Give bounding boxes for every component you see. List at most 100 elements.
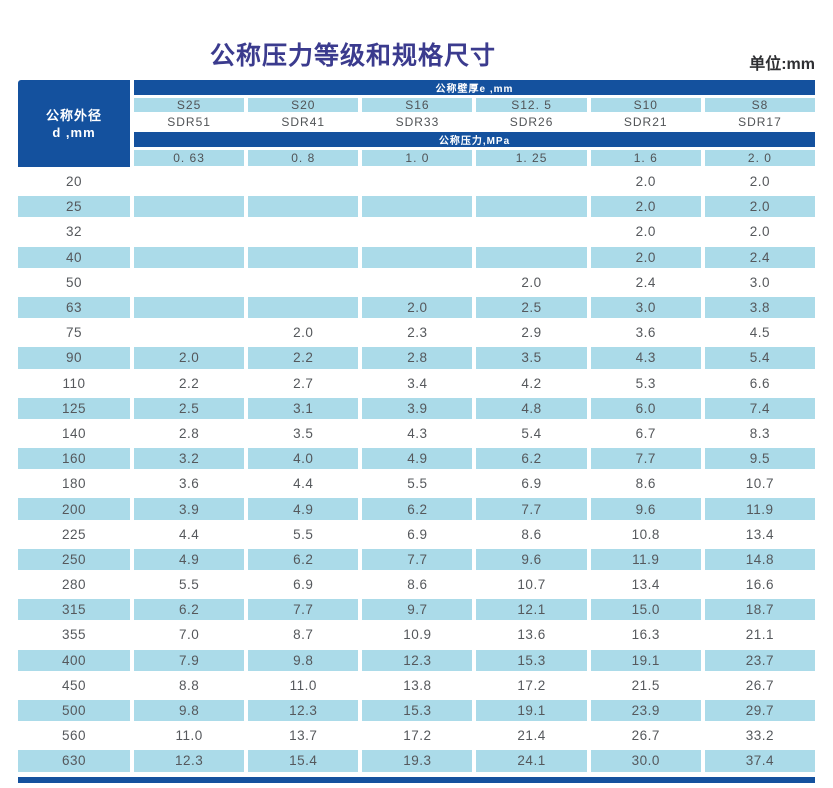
wall-thickness-value: 8.7 [293,627,314,643]
table-row: 40 2.0 2.4 [18,245,815,270]
table-row: 280 5.5 6.9 8.6 10.7 13.4 16.6 [18,572,815,597]
wall-thickness-value [134,246,245,268]
wall-thickness-value: 21.1 [745,627,775,643]
table-row: 25 2.0 2.0 [18,194,815,219]
wall-thickness-value: 3.0 [590,296,701,319]
wall-thickness-value: 11.0 [289,677,317,693]
wall-thickness-value [248,196,359,218]
sdr-label: SDR51 [134,112,245,132]
wall-thickness-value: 13.6 [517,627,546,643]
wall-thickness-value [362,221,472,242]
wall-thickness-value: 3.5 [476,347,587,369]
wall-thickness-value: 4.3 [407,425,428,441]
diameter-label: 110 [62,375,86,391]
wall-thickness-value [476,246,587,268]
wall-thickness-value: 29.7 [704,699,815,722]
wall-thickness-value: 2.5 [476,296,587,319]
table-row: 450 8.8 11.0 13.8 17.2 21.5 26.7 [18,673,815,698]
wall-thickness-value: 2.0 [704,196,815,218]
wall-thickness-value: 16.6 [745,577,775,593]
wall-thickness-value: 4.4 [178,526,200,542]
wall-thickness-value: 8.6 [635,476,656,492]
wall-thickness-value: 15.3 [476,649,587,671]
pressure-values-row: 0. 63 0. 8 1. 0 1. 25 1. 6 2. 0 [134,150,815,166]
wall-thickness-value: 9.5 [704,448,815,470]
wall-thickness-value: 11.9 [590,548,701,570]
wall-thickness-value: 3.2 [134,448,245,470]
pressure-value: 0. 63 [134,150,245,166]
row-header-cell: 公称外径 d ,mm [18,80,130,167]
wall-thickness-value: 2.0 [749,174,771,190]
wall-thickness-value: 9.6 [590,498,701,520]
diameter-label: 630 [18,750,130,772]
wall-thickness-value: 3.8 [704,296,815,319]
wall-thickness-value: 9.8 [248,649,359,671]
wall-thickness-value: 2.0 [635,174,656,190]
wall-thickness-value [248,171,358,192]
table-row: 140 2.8 3.5 4.3 5.4 6.7 8.3 [18,421,815,446]
wall-thickness-value: 2.9 [521,325,542,341]
table-row: 400 7.9 9.8 12.3 15.3 19.1 23.7 [18,648,815,673]
s-class-label: S8 [704,98,815,112]
wall-thickness-value [248,246,359,268]
wall-thickness-value: 2.5 [134,397,245,419]
wall-thickness-value: 6.2 [134,599,245,621]
diameter-label: 20 [65,174,83,190]
diameter-label: 315 [18,599,130,621]
wall-thickness-value: 13.4 [631,577,660,593]
wall-thickness-value: 4.8 [476,397,587,419]
diameter-label: 400 [18,649,130,671]
wall-thickness-value: 2.2 [248,347,359,369]
wall-thickness-value: 13.8 [403,677,432,693]
wall-thickness-value: 12.1 [476,599,587,621]
wall-thickness-value: 6.0 [590,397,701,419]
wall-thickness-value: 3.5 [293,425,314,441]
wall-thickness-value: 30.0 [590,750,701,772]
diameter-label: 160 [18,448,130,470]
title-row: 公称压力等级和规格尺寸 单位:mm [18,36,815,74]
wall-thickness-value: 2.4 [704,246,815,268]
wall-thickness-value: 24.1 [476,750,587,772]
wall-thickness-value: 18.7 [704,599,815,621]
wall-thickness-value: 4.0 [248,448,359,470]
wall-thickness-value: 2.0 [590,246,701,268]
wall-thickness-value: 37.4 [704,750,815,772]
table-header: 公称外径 d ,mm 公称壁厚e ,mm S25 S20 S16 S12. 5 S10 S… [18,80,815,167]
wall-thickness-value: 7.7 [590,448,701,470]
s-class-label: S10 [590,98,701,112]
diameter-label: 450 [61,677,87,693]
table-row: 250 4.9 6.2 7.7 9.6 11.9 14.8 [18,547,815,572]
wall-thickness-value: 4.4 [293,476,314,492]
wall-thickness-value [476,196,587,218]
diameter-label: 63 [18,296,130,319]
wall-thickness-value: 2.0 [362,296,473,319]
wall-thickness-value: 8.8 [178,677,200,693]
wall-thickness-value: 17.2 [403,728,432,744]
spec-table: 公称外径 d ,mm 公称壁厚e ,mm S25 S20 S16 S12. 5 S10 S… [18,80,815,783]
wall-thickness-value: 2.0 [521,274,542,290]
wall-thickness-value: 3.9 [134,498,245,520]
table-row: 180 3.6 4.4 5.5 6.9 8.6 10.7 [18,471,815,496]
pressure-value: 2. 0 [704,150,815,166]
wall-thickness-value: 5.5 [407,476,428,492]
column-header-area: 公称壁厚e ,mm S25 S20 S16 S12. 5 S10 S8 SDR51 SDR4… [134,80,815,167]
diameter-label: 355 [61,627,87,643]
table-row: 225 4.4 5.5 6.9 8.6 10.8 13.4 [18,522,815,547]
wall-thickness-value: 13.7 [289,728,318,744]
wall-thickness-value: 7.4 [704,397,815,419]
wall-thickness-value [134,322,244,343]
wall-thickness-value: 4.3 [590,347,701,369]
table-row: 560 11.0 13.7 17.2 21.4 26.7 33.2 [18,723,815,748]
diameter-label: 125 [18,397,130,419]
wall-thickness-value: 2.8 [362,347,473,369]
wall-thickness-value: 5.5 [178,577,200,593]
wall-thickness-value: 4.5 [749,325,771,341]
row-header-line2: d ,mm [52,124,96,140]
wall-thickness-value: 19.3 [362,750,473,772]
wall-thickness-value: 6.7 [635,425,656,441]
wall-thickness-value [248,221,358,242]
table-row: 110 2.2 2.7 3.4 4.2 5.3 6.6 [18,371,815,396]
wall-thickness-value: 4.9 [248,498,359,520]
s-class-label: S20 [248,98,359,112]
